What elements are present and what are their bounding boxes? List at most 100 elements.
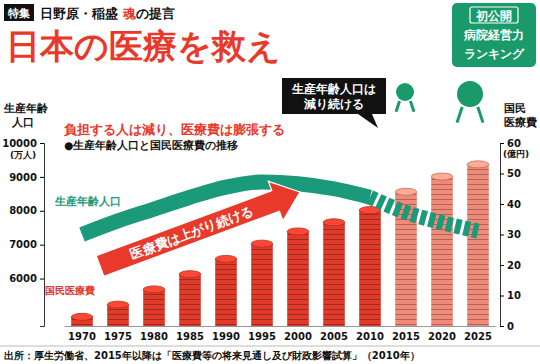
badge-frame (470, 7, 518, 23)
tick: 9000 (9, 172, 44, 183)
tick-label: 1980 (140, 331, 168, 342)
main-title: 日本の医療を救え (6, 26, 281, 66)
tick: 1970 (68, 326, 96, 342)
tick: 2015 (392, 326, 420, 342)
tick: 2010 (356, 326, 384, 342)
kicker-part: の提言 (136, 6, 175, 21)
page: 特集日野原・稲盛 魂の提言日本の医療を救え初公開病院経営力ランキング負担する人は… (0, 0, 540, 364)
tick-label: 2000 (284, 331, 312, 342)
bar (287, 231, 309, 326)
tag-box (4, 4, 34, 21)
tick-label: 2025 (464, 331, 492, 342)
callout-text: 生産年齢人口は (291, 82, 376, 96)
tick-label: 60 (507, 138, 521, 149)
tick-label: 2015 (392, 331, 420, 342)
tick-label: 2010 (356, 331, 384, 342)
tick-mark (500, 235, 504, 236)
figure-icon (396, 83, 414, 101)
tick-label: 50 (507, 168, 521, 179)
callout-box (282, 78, 386, 128)
tick: 40 (500, 199, 521, 210)
tick-mark (500, 204, 504, 205)
yticks: 6000 7000 8000 9000 10000 (2, 138, 44, 327)
chart-title: 負担する人は減り、医療費は膨張する (64, 122, 285, 137)
axis-line (40, 144, 45, 327)
coin-top (71, 313, 93, 320)
coin-top (215, 255, 237, 262)
badge-text: ランキング (464, 47, 525, 61)
coin-top (323, 219, 345, 226)
tag: 特集 (7, 7, 30, 20)
coin-top (395, 188, 417, 195)
badge-text: 初公開 (475, 9, 512, 23)
tick-label: 40 (507, 199, 521, 210)
tick: 60 (500, 138, 521, 149)
tick: 20 (500, 260, 521, 271)
tick: 2005 (320, 326, 348, 342)
chart-subtitle: ●生産年齢人口と国民医療費の推移 (64, 139, 238, 152)
tick-label: 30 (507, 229, 521, 240)
callout-text: 減り続ける (303, 97, 364, 111)
bar (467, 164, 489, 326)
bar (215, 259, 237, 326)
tick-label: 2005 (320, 331, 348, 342)
kicker-part: 日野原・稲盛 (40, 6, 123, 21)
y-axis-unit: (万人) (10, 150, 36, 160)
tick: 30 (500, 229, 521, 240)
coin-top (179, 271, 201, 278)
tick: 1985 (176, 326, 204, 342)
y2ticks: 0 10 20 30 40 50 60 (500, 138, 521, 332)
tick-mark (40, 211, 44, 212)
tick-mark (40, 177, 44, 178)
tick-label: 0 (507, 321, 514, 332)
tick: 0 (500, 321, 514, 332)
arrow-shape (93, 172, 308, 285)
badge-text: 病院経営力 (463, 28, 524, 42)
tick-label: 8000 (9, 205, 37, 216)
badge-bg (452, 3, 536, 67)
axis-line (65, 326, 497, 327)
tick-mark (500, 174, 504, 175)
source-rule (0, 346, 540, 347)
tick-label: 1985 (176, 331, 204, 342)
coin-top (251, 240, 273, 247)
y2-axis-unit: (億円) (503, 149, 529, 159)
source: 出所：厚生労働省、2015年以降は「医療費等の将来見通し及び財政影響試算」（20… (4, 350, 420, 361)
tick-label: 2020 (428, 331, 456, 342)
tick: 7000 (9, 239, 44, 250)
tick: 10000 (2, 138, 44, 149)
bar (431, 177, 453, 326)
arrow-label: 医療費は上がり続ける (128, 203, 255, 262)
y-axis-title: 人口 (11, 116, 34, 129)
tick-mark (500, 296, 504, 297)
tick-mark (500, 265, 504, 266)
tick: 2020 (428, 326, 456, 342)
tick: 1980 (140, 326, 168, 342)
tick-label: 10 (507, 290, 521, 301)
tick-label: 1995 (248, 331, 276, 342)
tick-label: 6000 (9, 273, 37, 284)
tick-label: 9000 (9, 172, 37, 183)
bar (251, 244, 273, 326)
series-label: 国民医療費 (45, 285, 95, 296)
tick-label: 1970 (68, 331, 96, 342)
figure-icon (457, 107, 483, 123)
tick-label: 1990 (212, 331, 240, 342)
tick: 1995 (248, 326, 276, 342)
bar (323, 222, 345, 326)
tick: 2000 (284, 326, 312, 342)
plot (71, 161, 489, 326)
tick: 8000 (9, 205, 44, 216)
coin-top (467, 161, 489, 168)
tick-label: 7000 (9, 239, 37, 250)
bar (179, 274, 201, 326)
tick-mark (40, 245, 44, 246)
y2-axis-title: 国民 (504, 102, 526, 115)
coin-top (107, 301, 129, 308)
y2-axis-title: 医療費 (504, 116, 537, 129)
tick-mark (40, 143, 44, 144)
tick: 6000 (9, 273, 44, 284)
bar (143, 289, 165, 326)
tick-label: 10000 (2, 138, 37, 149)
axis-line (501, 144, 505, 327)
